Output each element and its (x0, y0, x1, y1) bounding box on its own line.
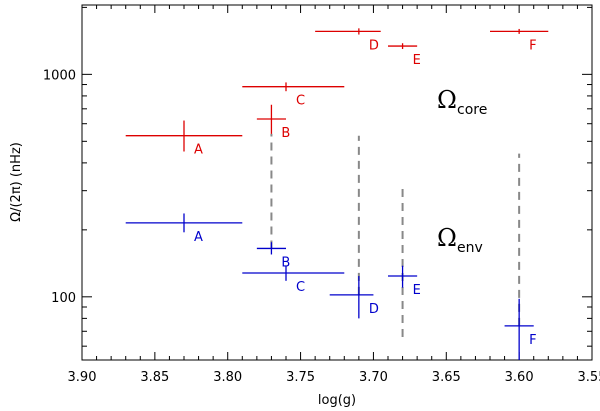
x-tick-label: 3.60 (505, 370, 534, 385)
env-point: A (125, 213, 243, 245)
link-lines (270, 133, 521, 337)
core-point: F (490, 28, 549, 53)
y-axis-title: Ω/(2π) (nHz) (9, 142, 24, 222)
point-label: F (529, 38, 536, 53)
core-point: B (256, 104, 290, 141)
point-label: C (296, 94, 305, 109)
x-tick-label: 3.85 (140, 370, 169, 385)
env-point: E (388, 265, 421, 298)
axis-ticks: 3.90 3.85 3.80 3.75 3.70 3.65 3.60 3.55 100 1000 (43, 5, 600, 385)
env-point: D (329, 276, 379, 319)
env-point: B (256, 242, 290, 270)
core-point: A (125, 120, 243, 158)
point-label: F (529, 333, 536, 348)
point-label: A (194, 230, 203, 245)
x-tick-label: 3.55 (578, 370, 600, 385)
point-label: A (194, 143, 203, 158)
core-point: E (388, 43, 421, 68)
y-tick-label: 100 (51, 291, 76, 306)
core-point: C (242, 82, 345, 109)
point-label: C (296, 280, 305, 295)
point-label: B (281, 126, 290, 141)
plot-frame (81, 4, 593, 361)
x-tick-label: 3.70 (359, 370, 388, 385)
core-point: D (315, 28, 381, 53)
point-label: D (369, 38, 379, 53)
env-point: C (242, 265, 345, 295)
point-label: D (369, 302, 379, 317)
y-tick-label: 1000 (43, 68, 76, 83)
x-tick-label: 3.80 (213, 370, 242, 385)
omega-symbol: Ω (437, 224, 457, 252)
point-label: E (413, 53, 421, 68)
omega-subscript: core (457, 102, 487, 118)
point-label: E (413, 283, 421, 298)
x-axis-title: log(g) (318, 393, 356, 408)
point-label: B (281, 255, 290, 270)
env-point: F (504, 298, 537, 360)
x-tick-label: 3.90 (68, 370, 97, 385)
x-tick-label: 3.75 (286, 370, 315, 385)
omega-symbol: Ω (437, 86, 457, 114)
x-tick-label: 3.65 (432, 370, 461, 385)
omega-subscript: env (457, 240, 483, 256)
